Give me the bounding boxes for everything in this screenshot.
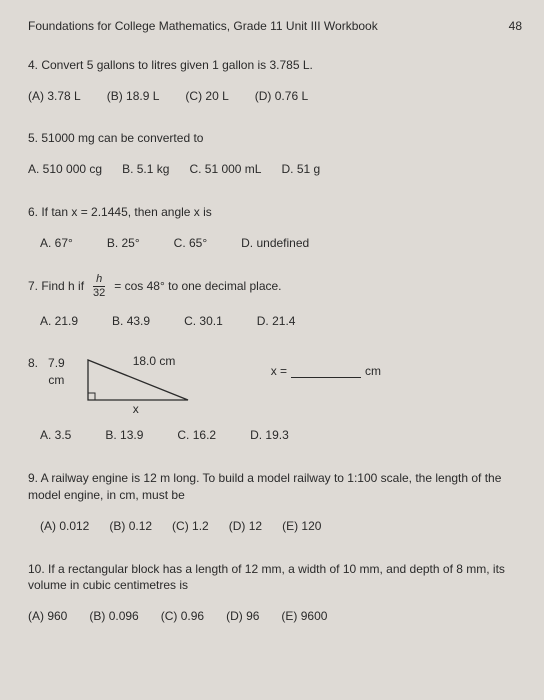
q7-opt-a: A. 21.9 [40, 313, 78, 330]
q8-opt-c: C. 16.2 [177, 427, 216, 444]
q8-number: 8. [28, 355, 38, 389]
q7-lead: 7. Find h if [28, 278, 84, 295]
q5-opt-c: C. 51 000 mL [189, 161, 261, 178]
q7-text-row: 7. Find h if h 32 = cos 48° to one decim… [28, 274, 522, 299]
q7-tail: = cos 48° to one decimal place. [114, 278, 281, 295]
q8-figure-row: 8. 7.9 cm 18.0 cm x x = cm [28, 355, 522, 415]
q6-opt-c: C. 65° [174, 235, 207, 252]
q7-frac-num: h [93, 274, 105, 287]
q6-opt-a: A. 67° [40, 235, 73, 252]
q10-opt-e: (E) 9600 [281, 608, 327, 625]
q8-eq-unit: cm [365, 363, 381, 380]
q8-opt-d: D. 19.3 [250, 427, 289, 444]
q8-eq-lhs: x = [271, 363, 287, 380]
q10-opt-a: (A) 960 [28, 608, 67, 625]
q6-opt-d: D. undefined [241, 235, 309, 252]
q7-fraction: h 32 [93, 274, 105, 299]
q6-text: 6. If tan x = 2.1445, then angle x is [28, 204, 522, 221]
question-5: 5. 51000 mg can be converted to A. 510 0… [28, 130, 522, 178]
q8-equation: x = cm [271, 363, 381, 380]
header-row: Foundations for College Mathematics, Gra… [28, 18, 522, 35]
q9-opt-b: (B) 0.12 [109, 518, 152, 535]
q4-opt-b: (B) 18.9 L [107, 88, 160, 105]
q7-opt-c: C. 30.1 [184, 313, 223, 330]
q8-opt-a: A. 3.5 [40, 427, 71, 444]
q5-options: A. 510 000 cg B. 5.1 kg C. 51 000 mL D. … [28, 161, 522, 178]
q4-opt-c: (C) 20 L [185, 88, 228, 105]
q10-options: (A) 960 (B) 0.096 (C) 0.96 (D) 96 (E) 96… [28, 608, 522, 625]
question-7: 7. Find h if h 32 = cos 48° to one decim… [28, 274, 522, 330]
q6-opt-b: B. 25° [107, 235, 140, 252]
question-4: 4. Convert 5 gallons to litres given 1 g… [28, 57, 522, 105]
q10-opt-c: (C) 0.96 [161, 608, 204, 625]
question-9: 9. A railway engine is 12 m long. To bui… [28, 470, 522, 534]
q4-opt-d: (D) 0.76 L [255, 88, 308, 105]
q10-opt-b: (B) 0.096 [89, 608, 138, 625]
q10-opt-d: (D) 96 [226, 608, 259, 625]
q10-text: 10. If a rectangular block has a length … [28, 561, 522, 595]
q4-opt-a: (A) 3.78 L [28, 88, 81, 105]
q9-opt-a: (A) 0.012 [40, 518, 89, 535]
q7-opt-b: B. 43.9 [112, 313, 150, 330]
header-title: Foundations for College Mathematics, Gra… [28, 18, 378, 35]
q8-base-label: x [133, 401, 139, 418]
q8-side-a: 7.9 [48, 355, 65, 372]
q5-text: 5. 51000 mg can be converted to [28, 130, 522, 147]
q8-side-a-unit: cm [48, 372, 65, 389]
q8-triangle: 18.0 cm x [83, 355, 203, 415]
q8-hyp-label: 18.0 cm [133, 353, 176, 370]
q9-text: 9. A railway engine is 12 m long. To bui… [28, 470, 522, 504]
question-10: 10. If a rectangular block has a length … [28, 561, 522, 625]
q9-opt-c: (C) 1.2 [172, 518, 209, 535]
q6-options: A. 67° B. 25° C. 65° D. undefined [28, 235, 522, 252]
question-8: 8. 7.9 cm 18.0 cm x x = cm A. 3.5 B. 13.… [28, 355, 522, 444]
q8-side-a-label: 7.9 cm [48, 355, 65, 389]
q9-opt-e: (E) 120 [282, 518, 321, 535]
q5-opt-d: D. 51 g [281, 161, 320, 178]
q5-opt-a: A. 510 000 cg [28, 161, 102, 178]
q9-options: (A) 0.012 (B) 0.12 (C) 1.2 (D) 12 (E) 12… [28, 518, 522, 535]
q5-opt-b: B. 5.1 kg [122, 161, 169, 178]
q7-frac-den: 32 [93, 287, 105, 299]
question-6: 6. If tan x = 2.1445, then angle x is A.… [28, 204, 522, 252]
q8-left: 8. 7.9 cm [28, 355, 65, 389]
q8-opt-b: B. 13.9 [105, 427, 143, 444]
page-number: 48 [509, 18, 522, 35]
q8-blank [291, 366, 361, 378]
q7-opt-d: D. 21.4 [257, 313, 296, 330]
q8-options: A. 3.5 B. 13.9 C. 16.2 D. 19.3 [28, 427, 522, 444]
q4-options: (A) 3.78 L (B) 18.9 L (C) 20 L (D) 0.76 … [28, 88, 522, 105]
q4-text: 4. Convert 5 gallons to litres given 1 g… [28, 57, 522, 74]
q9-opt-d: (D) 12 [229, 518, 262, 535]
q7-options: A. 21.9 B. 43.9 C. 30.1 D. 21.4 [28, 313, 522, 330]
